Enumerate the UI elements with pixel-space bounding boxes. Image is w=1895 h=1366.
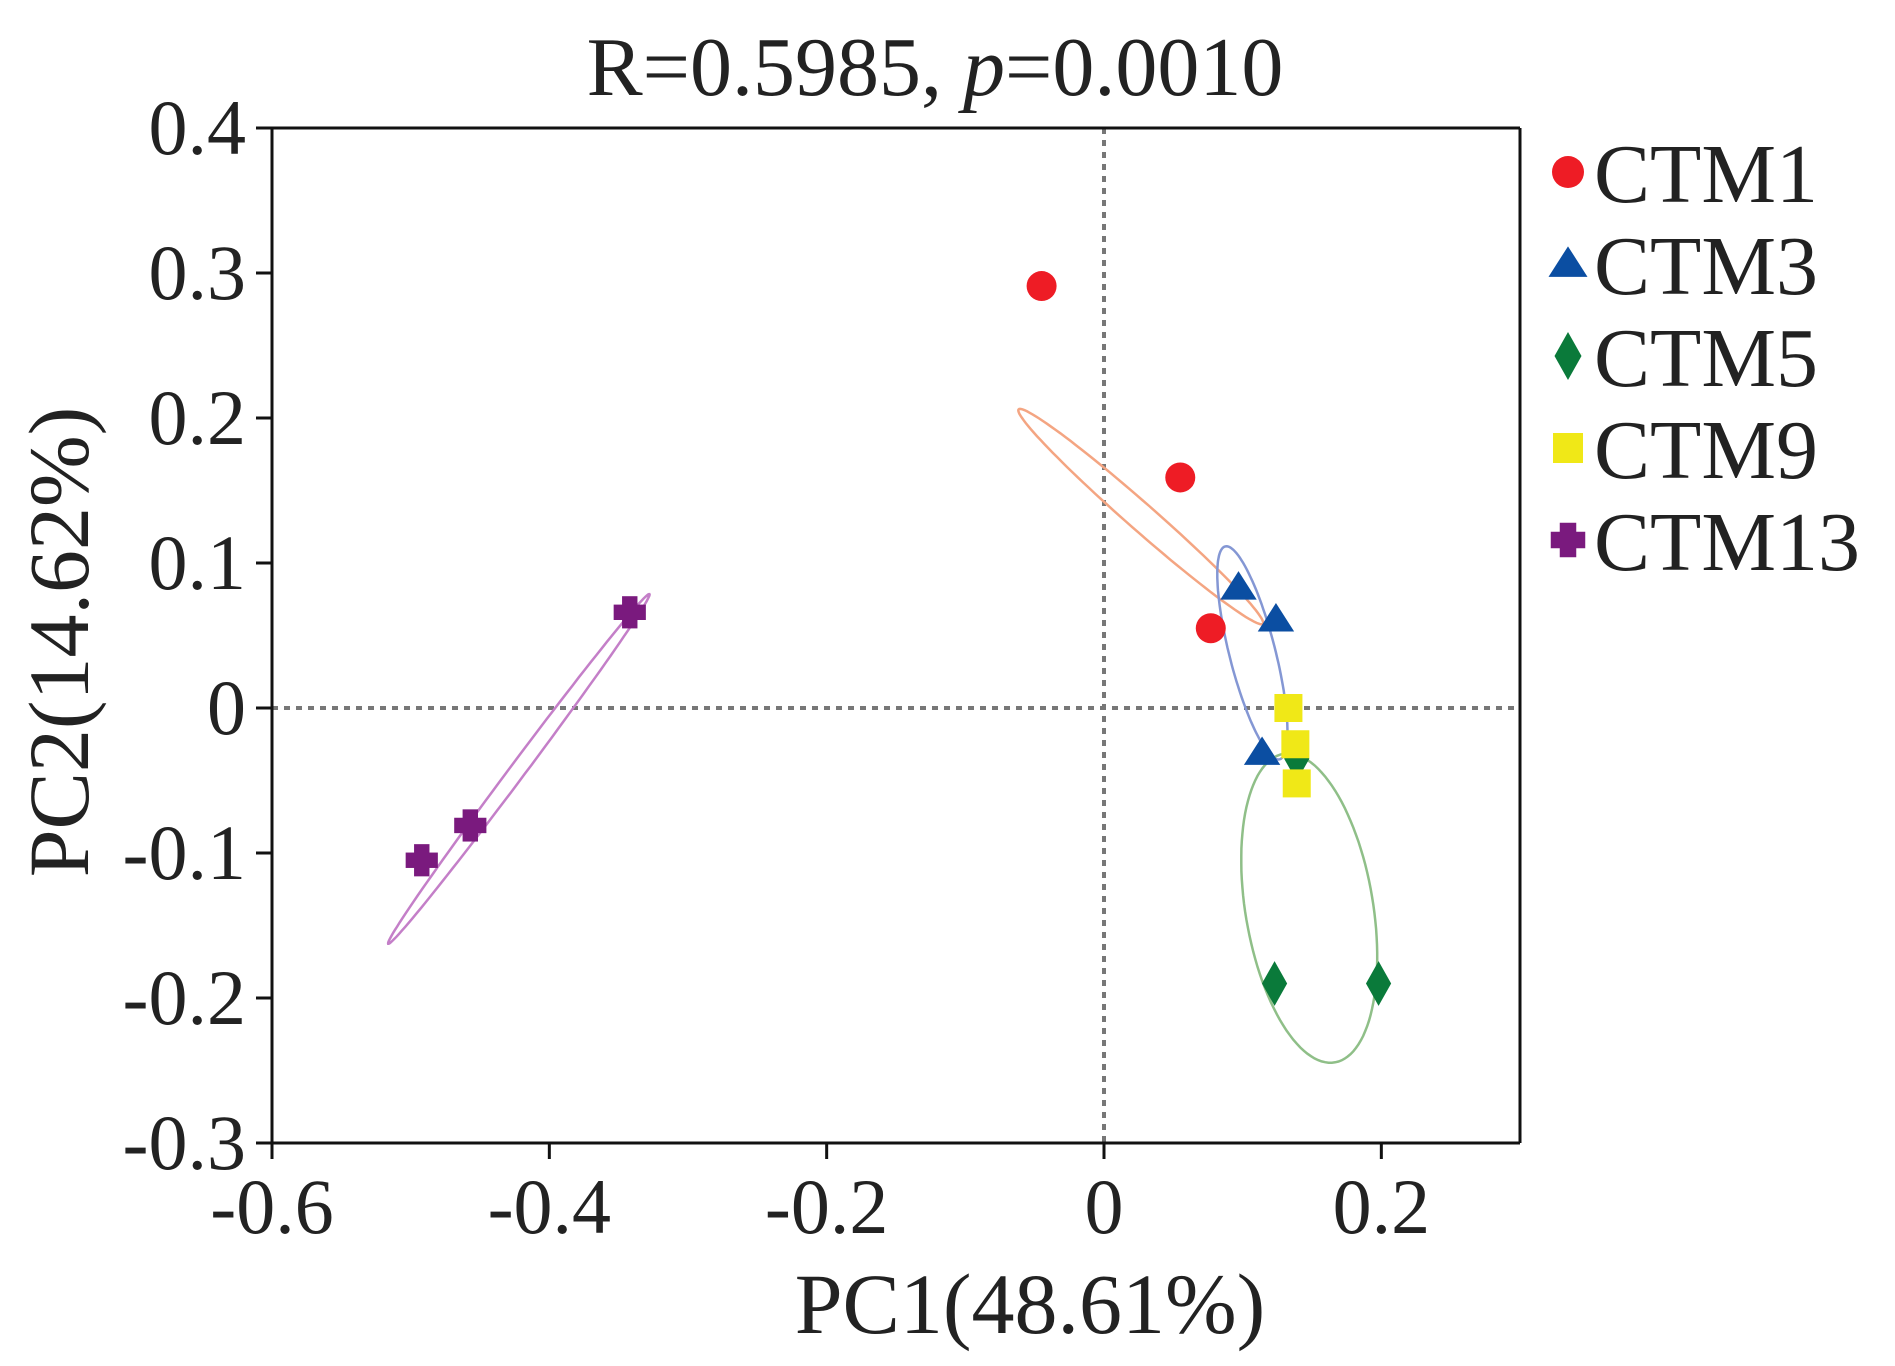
plus-bar-v xyxy=(1559,522,1577,558)
tick-labels: -0.6 -0.4 -0.2 0 0.2 0.4 0.3 0.2 0.1 0 -0.1 -0.2 -0.… xyxy=(123,84,1431,1250)
plus-bar-v xyxy=(462,809,478,842)
data-points xyxy=(405,271,1392,1006)
ctm9-point xyxy=(1281,730,1310,759)
y-tick-label: 0.4 xyxy=(149,84,247,171)
chart-title: R=0.5985, p=0.0010 xyxy=(587,21,1284,114)
ctm13-point xyxy=(613,596,646,629)
y-tick-label: 0 xyxy=(207,664,246,751)
ctm9-legend-marker xyxy=(1553,433,1583,463)
y-tick-label: -0.3 xyxy=(123,1099,246,1186)
x-tick-label: 0.2 xyxy=(1333,1163,1431,1250)
ctm13-point xyxy=(454,809,487,842)
x-tick-label: -0.4 xyxy=(488,1163,611,1250)
x-tick-label: 0 xyxy=(1085,1163,1124,1250)
y-tick-label: -0.2 xyxy=(123,954,246,1041)
ctm3-point xyxy=(1257,603,1295,632)
ctm9-legend-label: CTM9 xyxy=(1594,404,1818,497)
chart-title-prefix: R=0.5985, xyxy=(587,21,963,114)
ctm1-legend-label: CTM1 xyxy=(1594,128,1818,221)
ctm3-point xyxy=(1220,571,1257,600)
ctm9-point xyxy=(1282,769,1311,798)
ctm13-ellipse xyxy=(386,592,651,945)
ctm5-point xyxy=(1261,961,1288,1006)
ctm13-legend-marker xyxy=(1550,522,1586,558)
x-tick-label: -0.6 xyxy=(210,1163,333,1250)
ctm5-ellipse xyxy=(1240,752,1379,1064)
ctm5-point xyxy=(1365,961,1392,1006)
confidence-ellipses xyxy=(386,407,1379,1064)
ctm13-legend-label: CTM13 xyxy=(1594,496,1860,589)
ctm1-point xyxy=(1165,462,1196,493)
ctm3-legend-marker xyxy=(1548,246,1588,277)
plus-bar-v xyxy=(414,844,430,877)
y-tick-label: 0.3 xyxy=(149,229,247,316)
y-tick-label: 0.1 xyxy=(149,519,247,606)
y-tick-label: -0.1 xyxy=(123,809,246,896)
ctm1-ellipse xyxy=(1017,407,1265,626)
chart-title-suffix: =0.0010 xyxy=(1005,21,1283,114)
ctm5-legend-label: CTM5 xyxy=(1594,312,1818,405)
plus-bar-v xyxy=(622,596,638,629)
chart-title-p: p xyxy=(958,21,1005,114)
y-axis-title: PC2(14.62%) xyxy=(11,407,107,878)
x-tick-label: -0.2 xyxy=(765,1163,888,1250)
ctm9-point xyxy=(1274,694,1303,722)
ctm3-point xyxy=(1243,736,1281,765)
ctm13-point xyxy=(405,844,438,877)
ctm3-legend-label: CTM3 xyxy=(1594,220,1818,313)
x-axis-title: PC1(48.61%) xyxy=(795,1256,1266,1352)
ctm1-point xyxy=(1195,613,1226,644)
ctm1-legend-marker xyxy=(1552,156,1584,188)
ctm5-legend-marker xyxy=(1554,332,1582,380)
y-tick-label: 0.2 xyxy=(149,374,247,461)
ctm1-point xyxy=(1026,271,1057,302)
reference-lines xyxy=(272,128,1520,1143)
axes xyxy=(256,126,1522,1159)
